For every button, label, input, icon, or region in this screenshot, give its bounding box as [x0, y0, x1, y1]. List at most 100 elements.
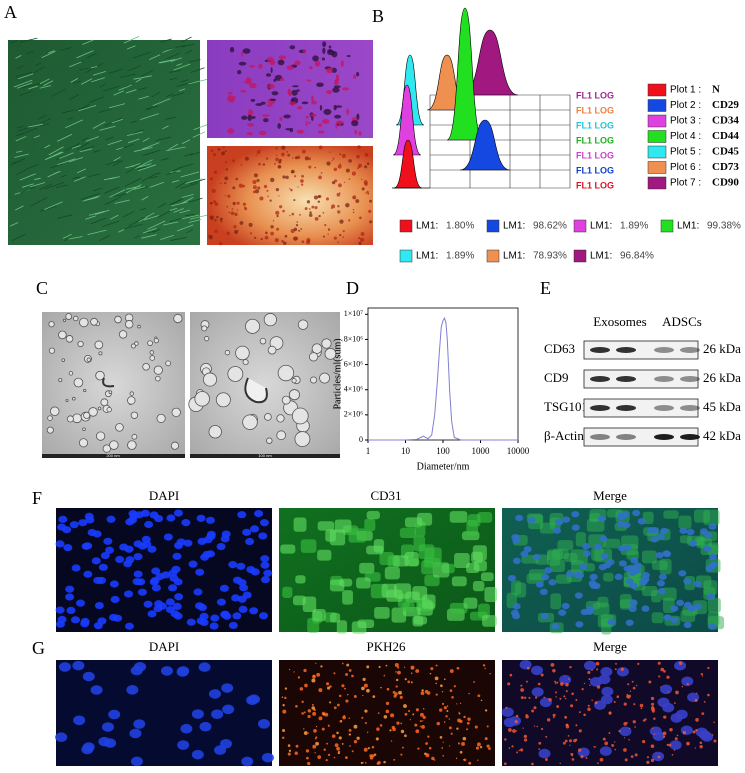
- label-dot: [448, 718, 451, 720]
- label-dot: [583, 713, 586, 717]
- cytoplasm: [364, 518, 376, 532]
- band: [616, 405, 636, 411]
- cell: [169, 77, 178, 81]
- band: [654, 376, 674, 382]
- label-dot: [669, 728, 673, 732]
- fl-label: FL1 LOG: [576, 150, 614, 160]
- nucleus: [681, 676, 694, 687]
- cell: [188, 178, 206, 185]
- nucleus: [214, 745, 227, 755]
- nucleus: [205, 516, 215, 524]
- label-dot: [599, 757, 604, 762]
- label-dot: [431, 756, 435, 761]
- label-dot: [565, 690, 568, 693]
- stain: [334, 79, 337, 86]
- label-dot: [578, 729, 582, 733]
- cell: [166, 171, 177, 176]
- nucleus: [140, 509, 150, 517]
- stain: [267, 83, 275, 89]
- stain: [247, 123, 254, 127]
- nucleus: [232, 612, 242, 620]
- stain: [269, 98, 277, 101]
- cytoplasm: [302, 596, 317, 613]
- cell: [102, 85, 120, 92]
- nucleus: [680, 725, 693, 736]
- cell: [181, 214, 200, 220]
- cell: [19, 37, 38, 43]
- stain: [236, 209, 239, 211]
- stain: [297, 105, 303, 110]
- label-dot: [588, 678, 591, 681]
- vesicle: [153, 365, 163, 375]
- cell: [30, 197, 48, 207]
- nucleus: [220, 535, 230, 543]
- label-dot: [347, 694, 349, 696]
- cell: [65, 119, 83, 129]
- label-dot: [419, 720, 422, 723]
- stain: [358, 131, 362, 136]
- cell: [69, 61, 82, 68]
- vesicle: [127, 396, 136, 405]
- stain: [288, 101, 296, 106]
- stain: [324, 223, 327, 227]
- nucleus: [144, 520, 154, 529]
- label-dot: [421, 689, 424, 692]
- protein-label: TSG101: [544, 399, 588, 414]
- stain: [352, 209, 355, 211]
- label-dot: [639, 703, 644, 708]
- label-dot: [442, 755, 444, 757]
- cytoplasm: [317, 549, 332, 561]
- nucleus: [147, 610, 157, 618]
- label-dot: [385, 664, 388, 667]
- vesicle: [291, 407, 309, 425]
- label-dot: [614, 741, 616, 743]
- cell: [45, 151, 64, 160]
- cell: [93, 149, 101, 153]
- stain: [224, 181, 227, 185]
- stain: [352, 196, 355, 199]
- label-dot: [531, 762, 534, 766]
- cell: [18, 127, 38, 136]
- cell: [105, 160, 121, 166]
- stain: [274, 238, 279, 243]
- stain: [234, 229, 239, 234]
- nucleus: [241, 756, 254, 767]
- panel-label: E: [540, 278, 551, 298]
- stain: [359, 237, 365, 243]
- label-dot: [646, 756, 650, 759]
- label-dot: [473, 681, 475, 683]
- nucleus: [589, 582, 598, 589]
- label-dot: [348, 717, 351, 720]
- label-dot: [628, 697, 630, 699]
- label-dot: [559, 697, 562, 700]
- cell: [108, 103, 126, 109]
- stain: [284, 234, 288, 238]
- stat-swatch: [399, 249, 413, 263]
- y-tick-label: 2×10⁶: [344, 410, 364, 419]
- stain: [301, 174, 304, 178]
- stain: [274, 162, 276, 165]
- label-dot: [604, 741, 609, 746]
- fl-label: FL1 LOG: [576, 120, 614, 130]
- label-dot: [701, 675, 704, 677]
- label-dot: [441, 702, 445, 706]
- stain: [217, 148, 221, 151]
- label-dot: [380, 686, 382, 689]
- stain: [259, 196, 264, 201]
- label-dot: [414, 723, 418, 727]
- label-dot: [362, 761, 364, 764]
- label-dot: [341, 743, 344, 745]
- nucleus: [520, 550, 529, 558]
- nucleus: [176, 667, 189, 677]
- label-dot: [386, 687, 390, 691]
- stain: [246, 131, 254, 136]
- label-dot: [421, 724, 425, 729]
- nucleus: [124, 622, 134, 630]
- size-label: 26 kDa: [703, 341, 741, 356]
- cytoplasm: [392, 555, 409, 567]
- cytoplasm: [514, 582, 527, 598]
- label-dot: [435, 664, 438, 667]
- stain: [291, 212, 295, 216]
- cytoplasm: [549, 559, 565, 572]
- nucleus: [656, 533, 665, 541]
